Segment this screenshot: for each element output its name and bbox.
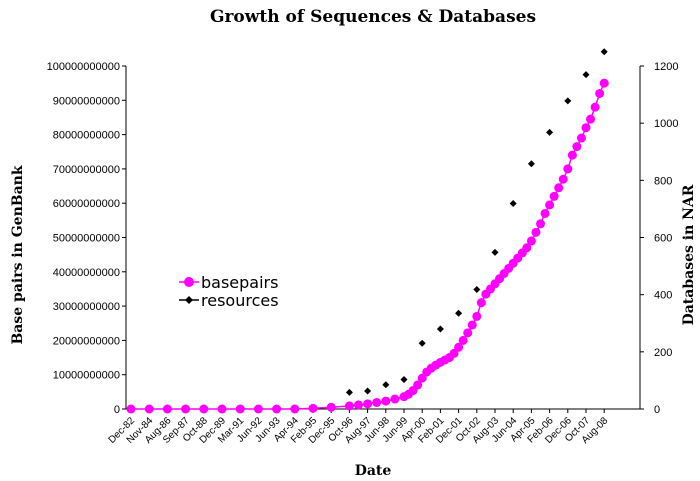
right-tick-label: 800 — [654, 175, 672, 187]
basepairs-point — [531, 227, 541, 237]
left-tick-label: 30000000000 — [53, 301, 120, 313]
left-tick-label: 0 — [114, 404, 120, 416]
resources-point — [527, 160, 535, 168]
basepairs-point — [563, 164, 573, 174]
basepairs-point — [595, 88, 605, 98]
basepairs-point — [144, 404, 154, 414]
basepairs-point — [449, 348, 459, 358]
basepairs-point — [476, 298, 486, 308]
right-tick-label: 600 — [654, 233, 672, 245]
resources-point — [436, 325, 444, 333]
resources-point — [509, 199, 517, 207]
basepairs-line — [131, 82, 605, 410]
legend-marker-resources — [185, 296, 193, 304]
basepairs-point — [586, 114, 596, 124]
left-tick-label: 90000000000 — [53, 95, 120, 107]
basepairs-point — [235, 404, 245, 414]
basepairs-point — [217, 404, 227, 414]
y-axis-left-title: Base pairs in GenBank — [10, 165, 26, 344]
basepairs-point — [581, 123, 591, 133]
basepairs-point — [308, 403, 318, 413]
basepairs-point — [344, 401, 354, 411]
right-tick-label: 1200 — [654, 61, 678, 73]
basepairs-point — [545, 200, 555, 210]
basepairs-point — [199, 404, 209, 414]
y-axis-right-title: Databases in NAR — [681, 184, 697, 325]
chart-title: Growth of Sequences & Databases — [210, 7, 536, 27]
legend-label-resources: resources — [201, 291, 279, 310]
left-tick-label: 60000000000 — [53, 198, 120, 210]
basepairs-point — [590, 102, 600, 112]
basepairs-point — [413, 380, 423, 390]
legend-label-basepairs: basepairs — [201, 273, 278, 292]
resources-point — [582, 71, 590, 79]
legend-item-resources: resources — [179, 291, 279, 310]
basepairs-point — [363, 399, 373, 409]
right-tick-label: 1000 — [654, 118, 678, 130]
legend-item-basepairs: basepairs — [179, 273, 278, 292]
left-tick-label: 20000000000 — [53, 335, 120, 347]
basepairs-point — [572, 142, 582, 152]
basepairs-point — [549, 191, 559, 201]
resources-point — [455, 309, 463, 317]
resources-point — [564, 97, 572, 105]
basepairs-point — [381, 396, 391, 406]
basepairs-point — [290, 404, 300, 414]
basepairs-point — [390, 394, 400, 404]
basepairs-point — [454, 342, 464, 352]
x-axis-title: Date — [355, 463, 392, 479]
resources-point — [546, 128, 554, 136]
resources-point — [491, 248, 499, 256]
basepairs-point — [536, 219, 545, 229]
right-tick-label: 0 — [654, 404, 660, 416]
left-tick-label: 70000000000 — [53, 164, 120, 176]
basepairs-point — [372, 397, 382, 407]
basepairs-point — [181, 404, 191, 414]
basepairs-point — [162, 404, 172, 414]
resources-point — [473, 286, 481, 294]
legend: basepairs resources — [179, 273, 279, 310]
basepairs-point — [272, 404, 282, 414]
right-tick-label: 400 — [654, 290, 672, 302]
right-axis-ticks: 0 200 400 600 800 1000 1200 — [640, 61, 678, 416]
basepairs-point — [540, 208, 550, 218]
basepairs-point — [472, 311, 482, 321]
right-tick-label: 200 — [654, 347, 672, 359]
left-tick-label: 10000000000 — [53, 370, 120, 382]
resources-point — [418, 339, 426, 347]
basepairs-point — [253, 404, 263, 414]
resources-point — [600, 48, 608, 56]
basepairs-point — [417, 373, 427, 383]
basepairs-point — [467, 320, 477, 330]
resources-point — [400, 376, 408, 384]
basepairs-point — [576, 133, 586, 143]
basepairs-point — [326, 402, 336, 412]
legend-marker-basepairs — [184, 277, 194, 287]
basepairs-point — [526, 236, 536, 246]
plot-area — [125, 66, 641, 410]
left-axis-ticks: 0 10000000000 20000000000 30000000000 400000… — [47, 61, 126, 416]
basepairs-point — [558, 174, 568, 184]
basepairs-point — [458, 335, 468, 345]
resources-point — [345, 388, 353, 396]
basepairs-point — [554, 183, 564, 193]
basepairs-point — [463, 328, 473, 338]
basepairs-point — [599, 78, 609, 88]
basepairs-point — [522, 243, 532, 253]
resources-point — [382, 381, 390, 389]
left-tick-label: 40000000000 — [53, 267, 120, 279]
x-axis-ticks: Dec-82Nov-84Aug-86Sep-87Oct-88Dec-89Mar-… — [107, 409, 611, 446]
series-resources — [345, 48, 608, 396]
series-basepairs — [126, 78, 609, 414]
left-tick-label: 80000000000 — [53, 130, 120, 142]
left-tick-label: 50000000000 — [53, 233, 120, 245]
basepairs-point — [126, 404, 136, 414]
resources-point — [364, 387, 372, 395]
left-tick-label: 100000000000 — [47, 61, 120, 73]
basepairs-point — [354, 400, 363, 410]
basepairs-point — [567, 150, 577, 160]
